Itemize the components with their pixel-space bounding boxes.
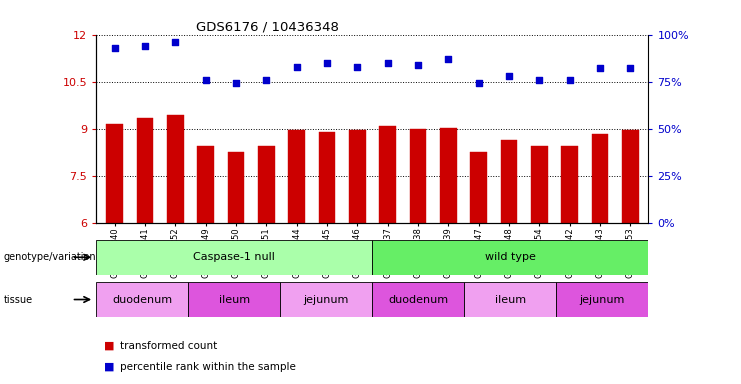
Text: ■: ■ [104, 341, 114, 351]
Bar [372, 240, 648, 275]
Text: genotype/variation: genotype/variation [4, 252, 96, 262]
Point [412, 61, 424, 68]
Bar [410, 129, 426, 223]
Text: GDS6176 / 10436348: GDS6176 / 10436348 [196, 20, 339, 33]
Bar [280, 282, 372, 317]
Point [199, 77, 211, 83]
Bar [500, 140, 517, 223]
Bar [465, 282, 556, 317]
Bar [167, 114, 184, 223]
Bar [349, 130, 365, 223]
Point [382, 60, 393, 66]
Text: ■: ■ [104, 362, 114, 372]
Text: tissue: tissue [4, 295, 33, 305]
Text: ileum: ileum [495, 295, 526, 305]
Text: percentile rank within the sample: percentile rank within the sample [120, 362, 296, 372]
Point [321, 60, 333, 66]
Bar [440, 128, 456, 223]
Point [534, 77, 545, 83]
Bar [622, 130, 639, 223]
Bar [591, 134, 608, 223]
Text: transformed count: transformed count [120, 341, 217, 351]
Point [109, 45, 121, 51]
Bar [136, 118, 153, 223]
Bar [106, 124, 123, 223]
Bar [379, 126, 396, 223]
Bar [197, 146, 214, 223]
Point [230, 80, 242, 86]
Bar [96, 240, 372, 275]
Bar [319, 132, 335, 223]
Point [139, 43, 150, 49]
Bar [556, 282, 648, 317]
Text: wild type: wild type [485, 252, 536, 262]
Text: jejunum: jejunum [304, 295, 349, 305]
Bar [531, 146, 548, 223]
Bar [288, 130, 305, 223]
Bar [188, 282, 280, 317]
Text: Caspase-1 null: Caspase-1 null [193, 252, 275, 262]
Point [564, 77, 576, 83]
Bar [96, 282, 188, 317]
Point [594, 65, 606, 71]
Bar [258, 146, 274, 223]
Text: jejunum: jejunum [579, 295, 625, 305]
Text: duodenum: duodenum [388, 295, 448, 305]
Point [442, 56, 454, 62]
Bar [561, 146, 578, 223]
Bar [471, 152, 487, 223]
Point [290, 63, 302, 70]
Text: ileum: ileum [219, 295, 250, 305]
Bar [372, 282, 465, 317]
Point [503, 73, 515, 79]
Text: duodenum: duodenum [113, 295, 173, 305]
Point [351, 63, 363, 70]
Bar [227, 152, 245, 223]
Point [624, 65, 636, 71]
Point [169, 39, 181, 45]
Point [260, 77, 272, 83]
Point [473, 80, 485, 86]
